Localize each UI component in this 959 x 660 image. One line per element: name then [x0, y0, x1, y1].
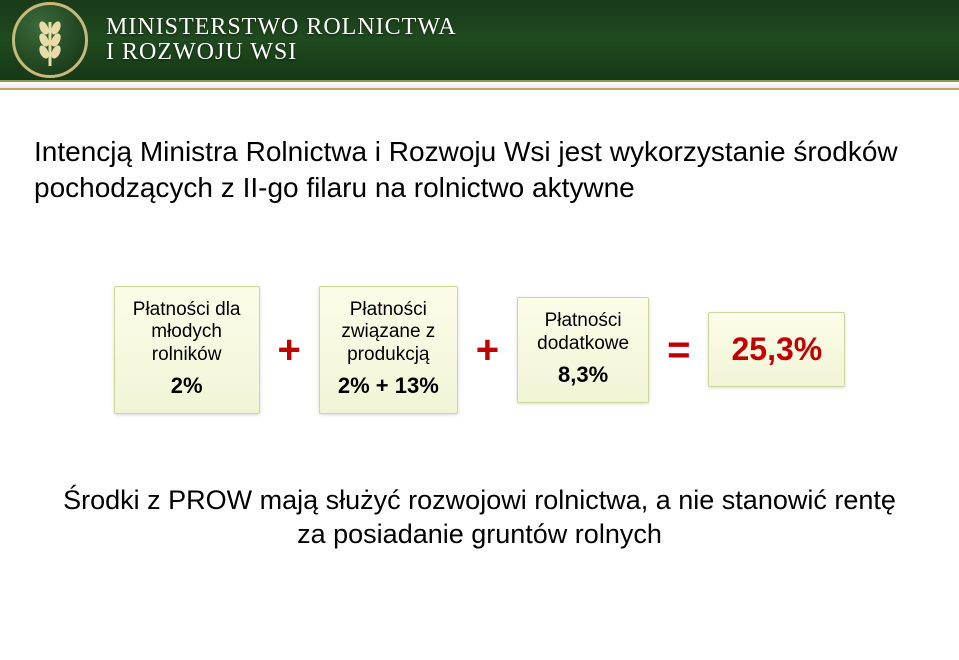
card3-line2: dodatkowe: [536, 333, 630, 356]
card1-value: 2%: [133, 373, 241, 399]
payments-equation: Płatności dla młodych rolników 2% + Płat…: [0, 286, 959, 414]
wheat-icon: [34, 14, 66, 66]
card2-line1: Płatności: [338, 299, 439, 322]
ministry-title-line2: I ROZWOJU WSI: [106, 40, 457, 65]
card3-value: 8,3%: [536, 362, 630, 388]
result-value: 25,3%: [708, 312, 845, 387]
card2-line3: produkcją: [338, 344, 439, 367]
card2-line2: związane z: [338, 321, 439, 344]
card2-value: 2% + 13%: [338, 373, 439, 399]
ministry-title-line1: MINISTERSTWO ROLNICTWA: [106, 15, 457, 40]
plus-operator-2: +: [476, 330, 499, 370]
card1-line1: Płatności dla: [133, 299, 241, 322]
intro-paragraph: Intencją Ministra Rolnictwa i Rozwoju Ws…: [0, 90, 959, 206]
card-young-farmers: Płatności dla młodych rolników 2%: [114, 286, 260, 414]
header-band: MINISTERSTWO ROLNICTWA I ROZWOJU WSI: [0, 0, 959, 82]
card3-line1: Płatności: [536, 310, 630, 333]
footer-paragraph: Środki z PROW mają służyć rozwojowi roln…: [0, 484, 959, 552]
card-production-linked: Płatności związane z produkcją 2% + 13%: [319, 286, 458, 414]
ministry-title: MINISTERSTWO ROLNICTWA I ROZWOJU WSI: [106, 15, 457, 65]
header-divider: [0, 82, 959, 90]
card-additional: Płatności dodatkowe 8,3%: [517, 297, 649, 403]
equals-operator: =: [667, 330, 690, 370]
card1-line2: młodych: [133, 321, 241, 344]
card1-line3: rolników: [133, 344, 241, 367]
plus-operator-1: +: [278, 330, 301, 370]
ministry-logo: [12, 2, 88, 78]
